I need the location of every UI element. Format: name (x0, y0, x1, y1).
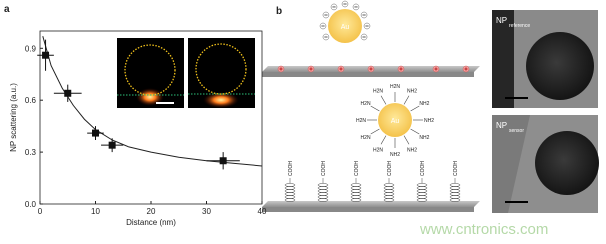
ligand-label: NH2 (390, 152, 400, 158)
ligand (370, 105, 380, 112)
data-point (92, 129, 99, 137)
linker-label: COOH (288, 161, 294, 176)
y-tick-label: 0.3 (25, 148, 37, 157)
ligand (370, 128, 380, 135)
x-tick-label: 0 (38, 207, 43, 216)
data-point (219, 157, 227, 165)
nanoparticle (328, 9, 362, 43)
linker-label: COOH (354, 161, 360, 176)
spring (350, 183, 362, 202)
x-tick-label: 20 (147, 207, 156, 216)
linker-label: COOH (420, 161, 426, 176)
linker-label: COOH (453, 161, 459, 176)
ligand-label: NH2 (419, 135, 429, 141)
y-tick-label: 0.9 (25, 44, 37, 53)
linker-label: COOH (387, 161, 393, 176)
spring (383, 183, 395, 202)
panel-label: a (4, 4, 10, 15)
y-tick-label: 0.0 (25, 200, 37, 209)
linker-label: COOH (321, 161, 327, 176)
ligand-label: H2N (390, 84, 400, 90)
watermark: www.cntronics.com (419, 221, 548, 238)
tem-sublabel: reference (509, 23, 530, 29)
x-tick-label: 30 (202, 207, 211, 216)
x-axis-label: Distance (nm) (126, 218, 176, 227)
ligand-label: NH2 (419, 101, 429, 107)
tem-label: NP (496, 16, 507, 25)
ligand (403, 95, 410, 105)
inset-images (117, 38, 255, 108)
ligand-label: H2N (361, 135, 371, 141)
ligand (410, 128, 420, 135)
tem-sublabel: sensor (509, 128, 524, 134)
spring (449, 183, 461, 202)
ligand (403, 135, 410, 145)
ligand-label: NH2 (424, 118, 434, 124)
tem-label: NP (496, 121, 507, 130)
ligand (380, 135, 387, 145)
y-axis-label: NP scattering (a.u.) (9, 83, 18, 152)
y-tick-label: 0.6 (25, 96, 37, 105)
spring (317, 183, 329, 202)
np-label: Au (341, 24, 350, 31)
ligand-label: NH2 (407, 89, 417, 95)
data-point (42, 51, 50, 59)
ligand-label: H2N (373, 89, 383, 95)
panel-label: b (276, 6, 282, 17)
ligand-label: H2N (356, 118, 366, 124)
ligand (410, 105, 420, 112)
spring (284, 183, 296, 202)
spring (416, 183, 428, 202)
ligand-label: NH2 (407, 147, 417, 153)
x-tick-label: 40 (258, 207, 267, 216)
data-point (108, 141, 116, 149)
ligand-label: H2N (373, 147, 383, 153)
x-tick-label: 10 (91, 207, 100, 216)
ligand (380, 95, 387, 105)
np-label: Au (391, 118, 400, 125)
nanoparticle (378, 103, 412, 137)
data-point (64, 89, 72, 97)
ligand-label: H2N (361, 101, 371, 107)
tem-images (492, 10, 599, 213)
